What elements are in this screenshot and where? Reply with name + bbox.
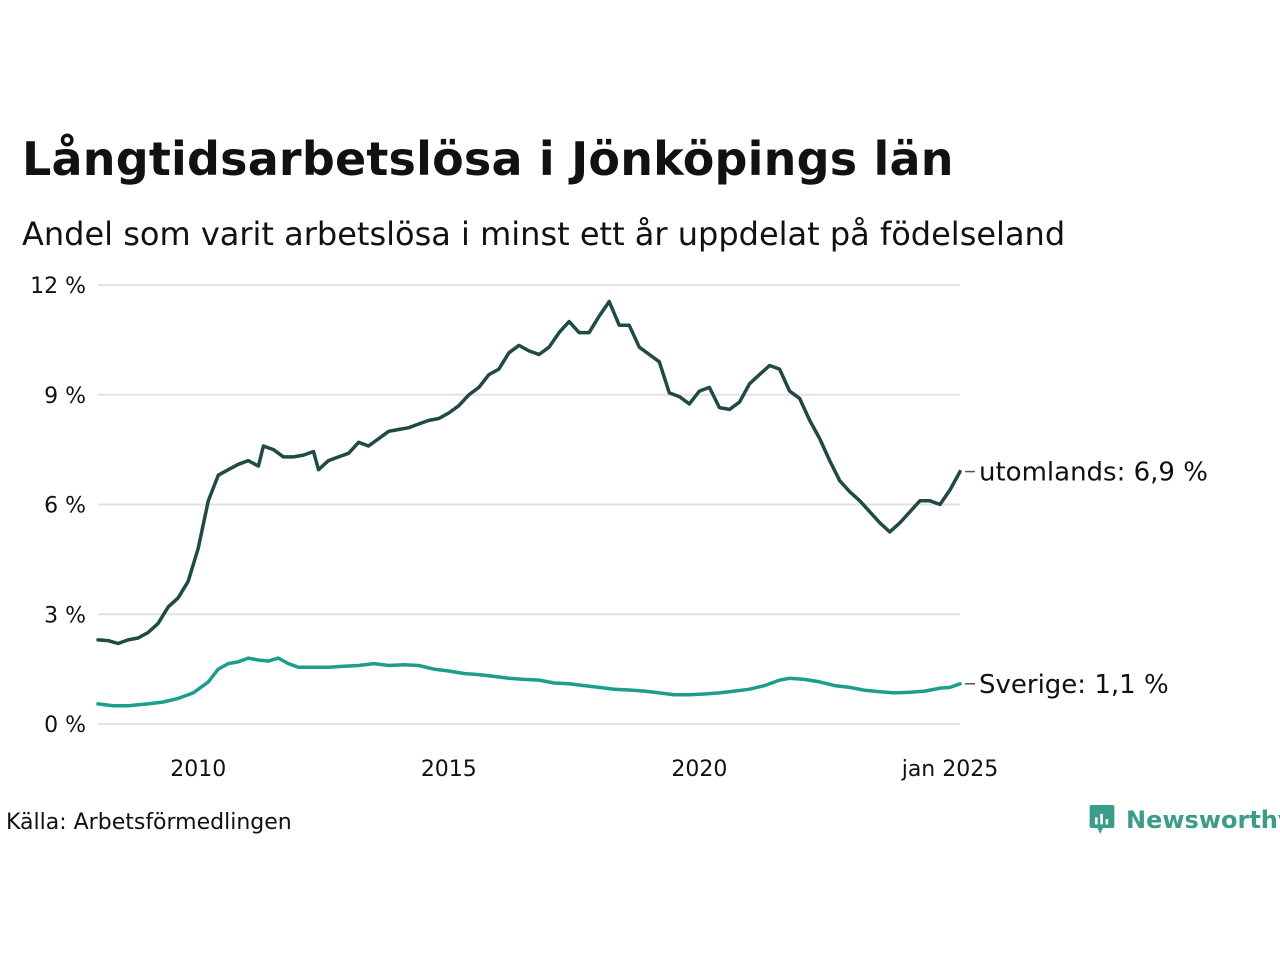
x-tick-label: 2015 (421, 757, 477, 782)
series-line-sverige (96, 656, 962, 708)
series-lines (96, 299, 962, 708)
gridlines (98, 284, 960, 725)
y-tick-label: 3 % (44, 603, 86, 628)
x-tick-label: jan 2025 (901, 757, 999, 782)
y-tick-label: 12 % (30, 274, 86, 299)
series-end-label: Sverige: 1,1 % (979, 670, 1169, 700)
series-end-label: utomlands: 6,9 % (979, 458, 1208, 488)
chart-title: Långtidsarbetslösa i Jönköpings län (22, 132, 954, 186)
series-end-labels: utomlands: 6,9 % Sverige: 1,1 % (965, 458, 1208, 700)
y-tick-label: 9 % (44, 384, 86, 409)
y-axis: 0 % 3 % 6 % 9 % 12 % (30, 274, 86, 738)
y-tick-label: 6 % (44, 494, 86, 519)
source-note: Källa: Arbetsförmedlingen (6, 810, 292, 835)
newsworthy-logo: Newsworthy (1088, 803, 1280, 837)
y-tick-label: 0 % (44, 713, 86, 738)
chart-subtitle: Andel som varit arbetslösa i minst ett å… (22, 215, 1066, 253)
x-axis: 2010 2015 2020 jan 2025 (170, 757, 998, 782)
bar-chart-speech-bubble-icon (1089, 805, 1115, 835)
x-tick-label: 2010 (170, 757, 226, 782)
x-tick-label: 2020 (671, 757, 727, 782)
series-line-utomlands (96, 299, 962, 646)
logo-text: Newsworthy (1126, 806, 1280, 834)
